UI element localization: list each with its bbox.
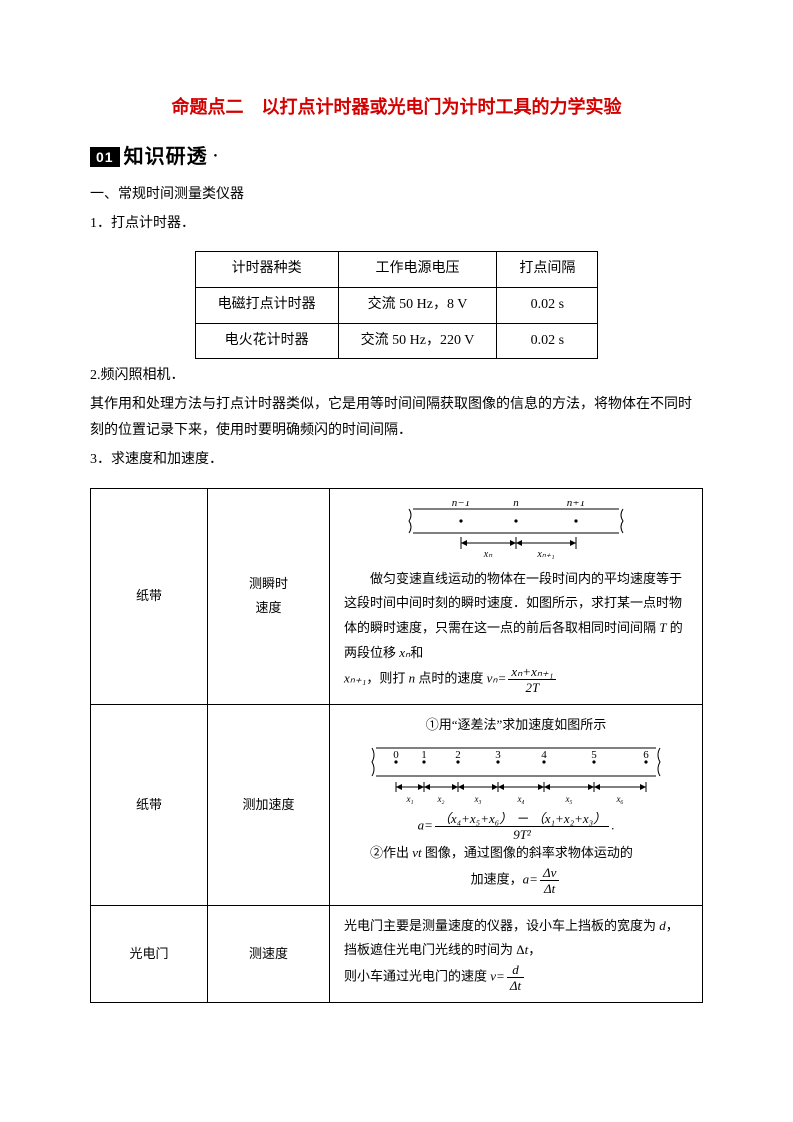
svg-text:x₅: x₅ [564, 794, 572, 804]
svg-text:x₄: x₄ [516, 794, 524, 804]
table-row: 纸带 测加速度 ①用“逐差法”求加速度如图所示 0 1 2 3 4 [91, 705, 703, 905]
frac-den: Δt [540, 881, 559, 895]
method-tool: 光电门 [91, 905, 208, 1002]
page-title: 命题点二 以打点计时器或光电门为计时工具的力学实验 [90, 90, 703, 124]
text: 加速度， [471, 871, 523, 886]
table-row: 电磁打点计时器 交流 50 Hz，8 V 0.02 s [195, 287, 598, 323]
section-label: 知识研透 [124, 138, 208, 176]
svg-text:n+1: n+1 [567, 501, 585, 509]
section-heading: 01 知识研透 ● [90, 138, 703, 176]
timer-table: 计时器种类 工作电源电压 打点间隔 电磁打点计时器 交流 50 Hz，8 V 0… [195, 251, 599, 359]
text: 图像，通过图像的斜率求物体运动的 [422, 845, 633, 860]
eq-lhs: v= [490, 969, 505, 984]
text: 做匀变速直线运动的物体在一段时间内的平均速度等于这段时间中间时刻的瞬时速度．如图… [344, 571, 682, 635]
svg-text:3: 3 [495, 749, 501, 761]
svg-text:xₙ₊₁: xₙ₊₁ [536, 549, 554, 560]
var-xn: xₙ [399, 645, 410, 660]
method-name: 测瞬时速度 [208, 488, 330, 705]
td: 电磁打点计时器 [195, 287, 338, 323]
svg-text:x₁: x₁ [405, 794, 413, 804]
para-2c: 3．求速度和加速度． [90, 447, 703, 474]
td: 0.02 s [497, 323, 598, 359]
tape-diagram-2: 0 1 2 3 4 5 6 [366, 742, 666, 806]
eq-lhs: a= [523, 871, 538, 886]
text: ②作出 [370, 845, 412, 860]
method-tool: 纸带 [91, 705, 208, 905]
svg-text:x₃: x₃ [473, 794, 481, 804]
table-row: 电火花计时器 交流 50 Hz，220 V 0.02 s [195, 323, 598, 359]
equation-a: a=（x₄+x₅+x₆） － （x₁+x₂+x₃）9T². [344, 812, 688, 841]
svg-text:n−1: n−1 [452, 501, 470, 509]
th: 计时器种类 [195, 252, 338, 288]
method-name: 测加速度 [208, 705, 330, 905]
frac-den: Δt [507, 978, 524, 992]
var-vt: vt [412, 845, 421, 860]
text: 点时的速度 [415, 671, 487, 686]
line3: 加速度，a=ΔvΔt [344, 866, 688, 895]
th: 工作电源电压 [338, 252, 497, 288]
svg-text:x₆: x₆ [615, 794, 623, 804]
method-desc: 光电门主要是测量速度的仪器，设小车上挡板的宽度为 d，挡板遮住光电门光线的时间为… [330, 905, 703, 1002]
svg-text:x₂: x₂ [436, 794, 444, 804]
text: 和 [410, 645, 423, 660]
svg-text:0: 0 [393, 749, 399, 761]
eq-lhs: vₙ= [487, 671, 507, 686]
section-number: 01 [90, 147, 120, 167]
td: 电火花计时器 [195, 323, 338, 359]
frac-den: 2T [508, 680, 556, 694]
td: 交流 50 Hz，220 V [338, 323, 497, 359]
var-xn1: xₙ₊₁ [344, 671, 366, 686]
fraction: dΔt [507, 963, 524, 992]
table-row: 纸带 测瞬时速度 n−1 n n+1 [91, 488, 703, 705]
suffix: . [611, 817, 614, 832]
td: 0.02 s [497, 287, 598, 323]
svg-text:4: 4 [541, 749, 547, 761]
svg-text:2: 2 [455, 749, 461, 761]
tape-diagram-1: n−1 n n+1 xₙ xₙ₊₁ [401, 501, 631, 561]
frac-num: xₙ+xₙ₊₁ [508, 665, 556, 680]
fraction: xₙ+xₙ₊₁2T [508, 665, 556, 694]
line1: ①用“逐差法”求加速度如图所示 [344, 713, 688, 738]
para-1: 1．打点计时器． [90, 211, 703, 238]
fraction: ΔvΔt [540, 866, 559, 895]
td: 交流 50 Hz，8 V [338, 287, 497, 323]
svg-text:5: 5 [591, 749, 597, 761]
para-2a: 2.频闪照相机． [90, 363, 703, 390]
fraction: （x₄+x₅+x₆） － （x₁+x₂+x₃）9T² [435, 812, 609, 841]
method-desc: ①用“逐差法”求加速度如图所示 0 1 2 3 4 5 6 [330, 705, 703, 905]
method-desc: n−1 n n+1 xₙ xₙ₊₁ 做匀变速直线运动的物体在一段时 [330, 488, 703, 705]
text: ， [528, 942, 541, 957]
method-tool: 纸带 [91, 488, 208, 705]
heading-1: 一、常规时间测量类仪器 [90, 182, 703, 209]
method-name: 测速度 [208, 905, 330, 1002]
eq-lhs: a= [418, 817, 433, 832]
text: 则小车通过光电门的速度 [344, 969, 490, 984]
svg-text:1: 1 [421, 749, 427, 761]
frac-den: 9T² [435, 827, 609, 841]
text: ，则打 [366, 671, 408, 686]
method-table: 纸带 测瞬时速度 n−1 n n+1 [90, 488, 703, 1004]
table-row: 光电门 测速度 光电门主要是测量速度的仪器，设小车上挡板的宽度为 d，挡板遮住光… [91, 905, 703, 1002]
dot-icon: ● [214, 151, 218, 162]
para-2b: 其作用和处理方法与打点计时器类似，它是用等时间间隔获取图像的信息的方法，将物体在… [90, 392, 703, 445]
frac-num: （x₄+x₅+x₆） － （x₁+x₂+x₃） [435, 812, 609, 827]
svg-text:n: n [513, 501, 519, 509]
text: 光电门主要是测量速度的仪器，设小车上挡板的宽度为 [344, 918, 659, 933]
th: 打点间隔 [497, 252, 598, 288]
frac-num: d [507, 963, 524, 978]
svg-text:xₙ: xₙ [483, 549, 493, 560]
var-T: T [659, 620, 666, 635]
svg-text:6: 6 [643, 749, 649, 761]
table-row: 计时器种类 工作电源电压 打点间隔 [195, 252, 598, 288]
frac-num: Δv [540, 866, 559, 881]
